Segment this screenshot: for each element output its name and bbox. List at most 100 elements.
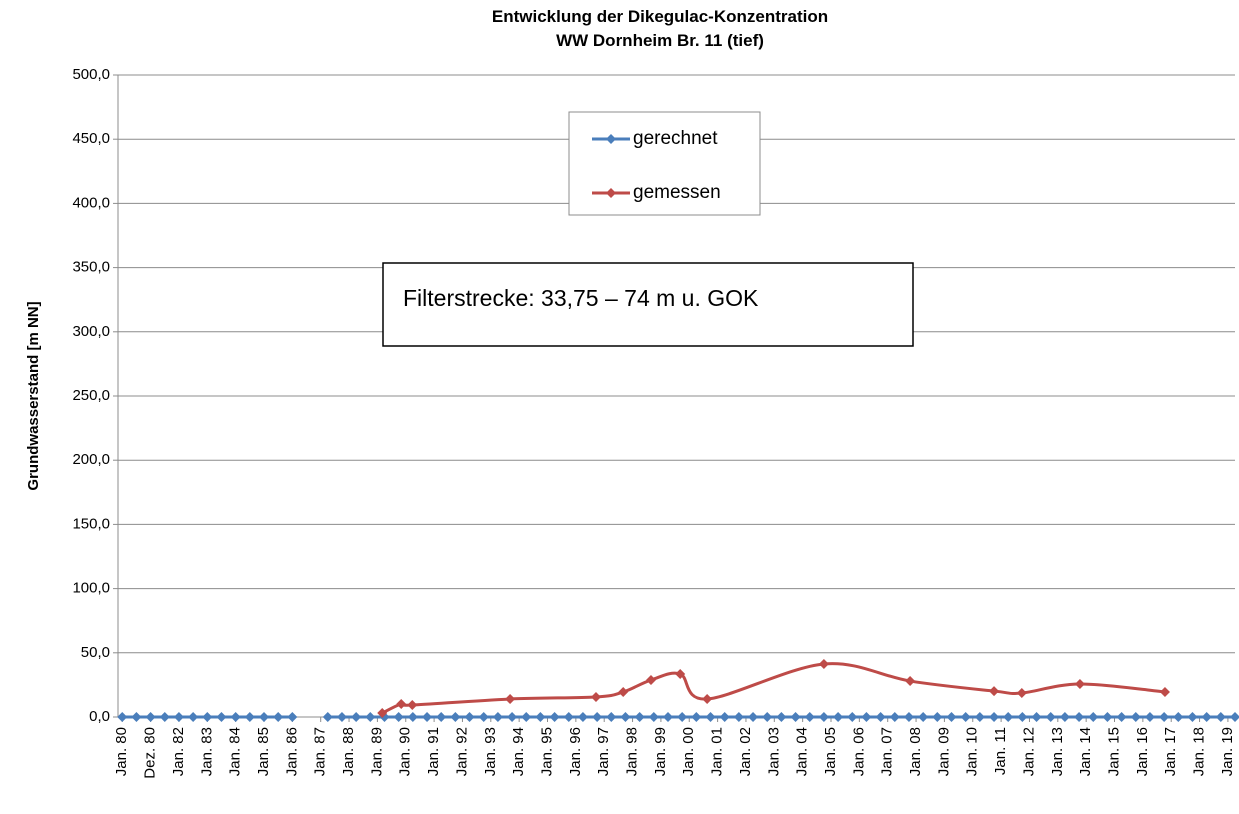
series-marker <box>691 712 702 722</box>
x-tick-label: Jan. 91 <box>425 727 442 776</box>
x-tick-label: Jan. 83 <box>198 727 215 776</box>
x-tick-label: Jan. 87 <box>312 727 329 776</box>
y-tick-label: 300,0 <box>72 323 110 340</box>
series-marker <box>776 712 787 722</box>
series-marker <box>478 712 489 722</box>
series-marker <box>974 712 985 722</box>
series-marker <box>1088 712 1099 722</box>
y-axis-label: Grundwasserstand [m NN] <box>25 301 42 490</box>
series-marker <box>847 712 858 722</box>
series-marker <box>159 712 170 722</box>
series-marker <box>407 700 418 711</box>
series-marker <box>989 712 1000 722</box>
legend-label: gemessen <box>633 182 721 203</box>
y-tick-label: 0,0 <box>89 708 110 725</box>
series-marker <box>645 675 656 686</box>
x-tick-label: Jan. 14 <box>1077 727 1094 776</box>
x-tick-label: Jan. 18 <box>1191 727 1208 776</box>
series-marker <box>505 694 516 705</box>
series-marker <box>918 712 929 722</box>
y-tick-label: 450,0 <box>72 130 110 147</box>
series-marker <box>833 712 844 722</box>
series-marker <box>244 712 255 722</box>
series-marker <box>702 694 713 705</box>
series-marker <box>705 712 716 722</box>
series-marker <box>989 686 1000 697</box>
legend-marker <box>606 134 616 144</box>
x-tick-label: Jan. 82 <box>170 727 187 776</box>
x-tick-label: Jan. 98 <box>624 727 641 776</box>
series-marker <box>188 712 199 722</box>
series-marker <box>932 712 943 722</box>
series-marker <box>677 712 688 722</box>
x-tick-label: Jan. 02 <box>737 727 754 776</box>
x-tick-label: Jan. 13 <box>1049 727 1066 776</box>
series-marker <box>336 712 347 722</box>
series-marker <box>748 712 759 722</box>
y-tick-label: 250,0 <box>72 387 110 404</box>
series-marker <box>131 712 142 722</box>
series-marker <box>648 712 659 722</box>
series-marker <box>1074 679 1085 690</box>
legend-box <box>568 111 761 216</box>
series-marker <box>521 712 532 722</box>
series-marker <box>1159 712 1170 722</box>
x-tick-label: Jan. 16 <box>1134 727 1151 776</box>
series-marker <box>436 712 447 722</box>
series-marker <box>230 712 241 722</box>
series-marker <box>1031 712 1042 722</box>
x-tick-label: Jan. 10 <box>964 727 981 776</box>
series-line <box>381 662 1166 715</box>
x-tick-label: Jan. 09 <box>935 727 952 776</box>
series-marker <box>1017 712 1028 722</box>
series-marker <box>377 708 388 719</box>
x-tick-label: Jan. 80 <box>113 727 130 776</box>
series-marker <box>422 712 433 722</box>
series-marker <box>620 712 631 722</box>
x-tick-label: Jan. 97 <box>595 727 612 776</box>
x-tick-label: Jan. 17 <box>1162 727 1179 776</box>
x-tick-label: Jan. 00 <box>680 727 697 776</box>
x-tick-label: Jan. 03 <box>765 727 782 776</box>
series-marker <box>322 712 333 722</box>
series-marker <box>1102 712 1113 722</box>
series-marker <box>905 676 916 687</box>
series-marker <box>903 712 914 722</box>
annotation: Filterstrecke: 33,75 – 74 m u. GOK <box>403 285 759 311</box>
legend-marker <box>606 188 616 198</box>
series-marker <box>762 712 773 722</box>
series-marker <box>216 712 227 722</box>
series-marker <box>259 712 270 722</box>
x-tick-label: Jan. 06 <box>850 727 867 776</box>
x-tick-label: Jan. 90 <box>397 727 414 776</box>
series-marker <box>407 712 418 722</box>
series-marker <box>1201 712 1212 722</box>
y-tick-label: 50,0 <box>81 644 110 661</box>
series-marker <box>393 712 404 722</box>
y-tick-label: 200,0 <box>72 451 110 468</box>
series-marker <box>507 712 518 722</box>
series-marker <box>618 686 629 697</box>
x-tick-label: Jan. 05 <box>822 727 839 776</box>
x-tick-label: Jan. 86 <box>283 727 300 776</box>
series-marker <box>1215 712 1226 722</box>
series-marker <box>1016 687 1027 698</box>
x-tick-label: Jan. 85 <box>255 727 272 776</box>
chart-subtitle: WW Dornheim Br. 11 (tief) <box>556 31 764 50</box>
series-marker <box>1059 712 1070 722</box>
series-marker <box>662 712 673 722</box>
series-marker <box>287 712 298 722</box>
series-marker <box>1173 712 1184 722</box>
series-marker <box>719 712 730 722</box>
legend-label: gerechnet <box>633 128 718 149</box>
series-marker <box>804 712 815 722</box>
y-tick-label: 100,0 <box>72 580 110 597</box>
series-marker <box>861 712 872 722</box>
x-tick-label: Jan. 11 <box>992 727 1009 775</box>
series-marker <box>818 712 829 722</box>
series-marker <box>549 712 560 722</box>
x-tick-label: Jan. 89 <box>368 727 385 776</box>
x-tick-label: Jan. 19 <box>1219 727 1236 776</box>
x-tick-label: Jan. 92 <box>453 727 470 776</box>
